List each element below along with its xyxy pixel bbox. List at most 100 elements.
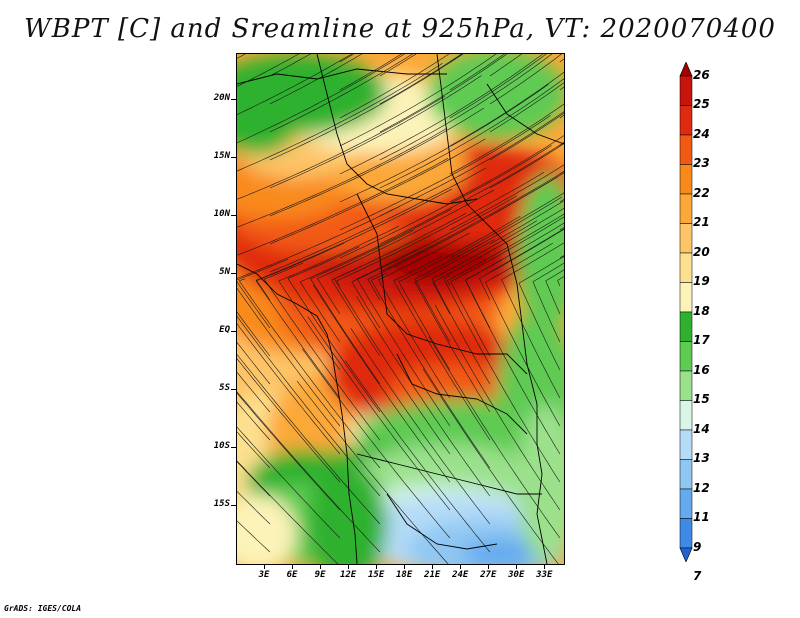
longitude-tick-mark xyxy=(488,564,490,569)
streamline xyxy=(379,54,463,105)
longitude-tick-label: 21E xyxy=(424,570,441,580)
colorbar-segment xyxy=(679,193,693,224)
border-line xyxy=(237,68,447,85)
colorbar-level-label: 15 xyxy=(693,392,710,407)
streamline xyxy=(450,216,564,357)
streamline xyxy=(269,54,363,105)
streamline xyxy=(333,265,451,455)
streamline xyxy=(237,520,271,553)
latitude-tick-mark xyxy=(231,389,236,391)
longitude-tick-label: 3E xyxy=(258,570,270,580)
colorbar-segment xyxy=(679,311,693,342)
streamline xyxy=(237,358,341,483)
border-line xyxy=(356,193,528,375)
streamline xyxy=(449,54,547,119)
streamline xyxy=(489,54,523,77)
streamline xyxy=(269,54,312,77)
streamline xyxy=(237,461,271,497)
colorbar-segment xyxy=(679,105,693,136)
map-plot-area xyxy=(236,53,565,565)
border-line xyxy=(356,453,542,495)
streamline xyxy=(237,460,339,564)
streamline xyxy=(237,54,300,87)
streamline xyxy=(449,54,505,91)
streamline xyxy=(379,54,553,161)
longitude-tick-label: 15E xyxy=(368,570,385,580)
streamline xyxy=(379,111,564,217)
streamline xyxy=(339,54,355,63)
streamline xyxy=(559,199,564,203)
streamline xyxy=(422,368,559,564)
streamline xyxy=(299,208,452,343)
streamline xyxy=(237,391,381,553)
colorbar-segment xyxy=(679,488,693,519)
streamline xyxy=(489,228,564,273)
streamline xyxy=(339,54,450,119)
latitude-tick-label: 20N xyxy=(213,93,230,104)
streamline xyxy=(237,431,271,469)
colorbar-segment xyxy=(679,282,693,313)
streamline xyxy=(414,239,495,413)
streamline xyxy=(287,246,381,413)
streamline xyxy=(350,328,491,525)
streamline xyxy=(351,195,517,329)
longitude-tick-mark xyxy=(348,564,350,569)
colorbar-segment xyxy=(679,252,693,283)
footer-credit: GrADS: IGES/COLA xyxy=(4,604,82,613)
streamline xyxy=(237,63,443,172)
longitude-tick-mark xyxy=(320,564,322,569)
colorbar-segment xyxy=(679,164,693,195)
temperature-shading xyxy=(237,54,564,564)
longitude-tick-mark xyxy=(292,564,294,569)
streamline xyxy=(449,135,564,203)
longitude-tick-mark xyxy=(460,564,462,569)
streamline xyxy=(237,158,449,256)
streamline xyxy=(269,75,482,189)
streamline xyxy=(398,216,521,371)
streamline xyxy=(431,220,538,385)
streamline xyxy=(307,316,451,511)
colorbar-level-label: 17 xyxy=(693,333,710,348)
streamline xyxy=(379,54,508,133)
colorbar-level-label: 19 xyxy=(693,274,710,289)
streamline xyxy=(557,276,564,287)
streamline xyxy=(489,54,563,105)
streamline xyxy=(559,86,564,91)
streamline xyxy=(339,54,544,175)
streamline xyxy=(449,71,564,147)
wbpt-field xyxy=(237,54,564,564)
longitude-tick-label: 27E xyxy=(480,570,497,580)
latitude-tick-mark xyxy=(231,331,236,333)
longitude-tick-label: 33E xyxy=(536,570,553,580)
latitude-tick-label: 10S xyxy=(213,441,230,452)
streamline xyxy=(559,58,564,63)
streamline xyxy=(432,207,564,315)
border-line xyxy=(237,263,358,564)
colorbar-level-label: 7 xyxy=(693,569,702,584)
streamline xyxy=(356,296,491,497)
streamline xyxy=(312,284,451,483)
colorbar-level-label: 9 xyxy=(693,539,702,554)
colorbar xyxy=(679,62,693,562)
longitude-tick-label: 18E xyxy=(396,570,413,580)
latitude-tick-mark xyxy=(231,99,236,101)
streamline xyxy=(339,83,549,203)
streamline xyxy=(434,304,561,511)
streamline xyxy=(237,371,271,413)
colorbar-level-label: 13 xyxy=(693,451,710,466)
streamline xyxy=(443,275,561,483)
colorbar-segment xyxy=(679,518,693,549)
latitude-tick-label: 15S xyxy=(213,499,230,510)
streamline xyxy=(237,54,353,115)
streamline xyxy=(237,354,381,525)
country-borders xyxy=(237,54,564,564)
colorbar-level-label: 21 xyxy=(693,215,710,230)
longitude-tick-mark xyxy=(264,564,266,569)
streamline xyxy=(559,255,564,259)
streamline xyxy=(310,229,414,385)
streamlines xyxy=(237,54,564,564)
streamline xyxy=(237,259,341,427)
streamline xyxy=(449,164,564,231)
streamline xyxy=(237,95,446,200)
streamline xyxy=(237,311,271,357)
